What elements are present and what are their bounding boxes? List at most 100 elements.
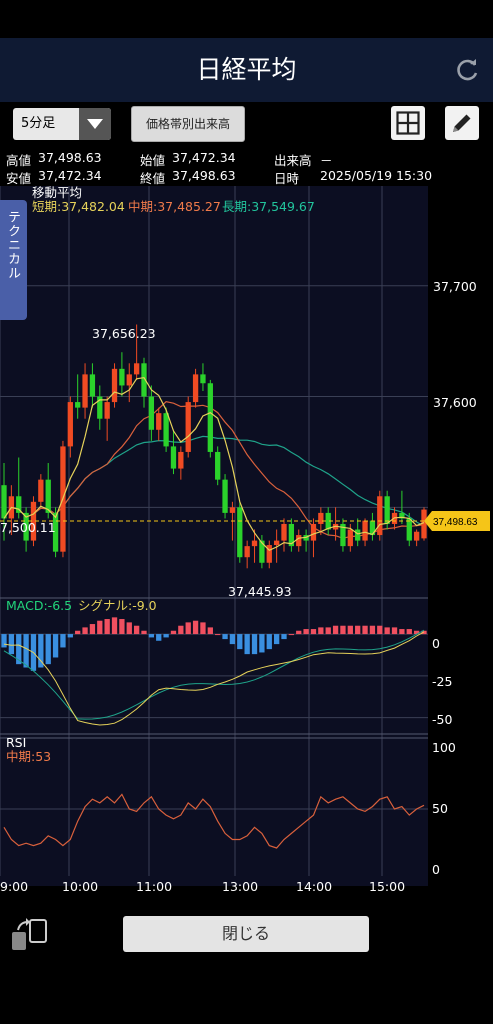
x-tick: 14:00 (296, 879, 332, 894)
macd-bar (273, 634, 280, 645)
macd-bar (259, 634, 265, 653)
macd-bar (207, 627, 213, 635)
technical-side-tab[interactable]: テクニカル (0, 200, 27, 320)
macd-label: MACD:-6.5 (6, 598, 72, 613)
candle-body (141, 363, 147, 397)
macd-bar (60, 634, 66, 648)
candle-body (362, 520, 368, 541)
candle-body (16, 496, 22, 513)
macd-bar (399, 629, 405, 635)
macd-bar (111, 617, 118, 635)
status-bar (0, 0, 493, 38)
datetime-label: 日時 (274, 171, 300, 186)
macd-bar (318, 627, 324, 635)
y-tick: 37,600 (433, 395, 477, 410)
candle-body (170, 446, 177, 469)
high-label: 高値 (6, 153, 32, 168)
low-marker-label: 37,445.93 (228, 584, 292, 599)
macd-bar (369, 625, 376, 635)
low-value: 37,472.34 (38, 168, 102, 183)
ma-short-path (3, 377, 425, 552)
macd-lines (3, 629, 425, 726)
macd-bar (266, 634, 272, 650)
candle-body (229, 507, 236, 513)
title-bar: 日経平均 (0, 38, 493, 102)
interval-select[interactable]: 5分足 (13, 108, 111, 140)
candle-body (281, 523, 287, 541)
macd-bar (192, 620, 199, 635)
ohlc-panel: 高値 37,498.63 始値 37,472.34 出来高 － 安値 37,47… (0, 146, 493, 186)
close-button[interactable]: 閉じる (123, 916, 369, 952)
macd-y-tick: -25 (432, 674, 452, 689)
macd-bar (104, 619, 110, 635)
candle-body (52, 512, 59, 552)
candle-body (148, 396, 155, 430)
macd-bar (1, 634, 7, 648)
candle-body (119, 368, 125, 386)
macd-bar (45, 634, 51, 665)
macd-bar (347, 625, 353, 635)
macd-bar (303, 629, 309, 635)
macd-bar (384, 627, 390, 635)
macd-bar (281, 634, 287, 640)
macd-bar (75, 630, 81, 635)
macd-bar (377, 625, 383, 635)
macd-bar (288, 634, 295, 636)
candle-body (200, 374, 206, 384)
ma-long-label: 長期:37,549.67 (222, 199, 315, 214)
volume-label: 出来高 (274, 153, 312, 168)
ma-short-line (3, 377, 425, 552)
macd-bar (38, 634, 44, 668)
rotate-screen-icon[interactable] (10, 918, 48, 952)
candle-body (377, 496, 383, 536)
rsi-title: RSI (6, 735, 26, 750)
ma-mid-line (3, 401, 425, 539)
macd-bar (97, 620, 103, 635)
low-label: 安値 (6, 171, 32, 186)
candle-body (185, 402, 191, 452)
rsi-mid-label: 中期:53 (6, 749, 51, 764)
macd-bar (16, 634, 22, 665)
macd-y-tick: 0 (432, 636, 440, 651)
macd-bar (119, 619, 125, 635)
grid-icon[interactable] (391, 106, 425, 140)
candle-body (97, 396, 103, 419)
page-title: 日経平均 (196, 55, 297, 84)
candle-body (192, 374, 199, 403)
volume-value: － (320, 153, 333, 168)
macd-bar (362, 625, 368, 635)
price-chart[interactable]: 37,498.63 移動平均 短期:37,482.04 中期:37,485.27… (0, 186, 493, 902)
candle-body (215, 451, 221, 480)
volume-profile-button[interactable]: 価格帯別出来高 (131, 106, 245, 142)
chart-area[interactable]: 37,498.63 移動平均 短期:37,482.04 中期:37,485.27… (0, 186, 493, 902)
candle-body (133, 363, 140, 375)
candle-body (310, 523, 317, 541)
candle-body (75, 402, 81, 408)
high-value: 37,498.63 (38, 150, 102, 165)
macd-bar (413, 630, 420, 635)
rsi-line (3, 793, 425, 849)
macd-y-tick: -50 (432, 712, 452, 727)
chevron-down-icon[interactable] (79, 108, 111, 140)
current-price-tag: 37,498.63 (424, 511, 490, 531)
y-tick: 37,700 (433, 279, 477, 294)
current-price-value: 37,498.63 (433, 517, 478, 528)
macd-bar (148, 634, 155, 638)
macd-bar (89, 624, 96, 635)
macd-bar (133, 625, 140, 635)
candle-body (156, 413, 162, 430)
signal-line (3, 631, 425, 726)
macd-bar (406, 629, 412, 635)
macd-bar (325, 627, 331, 635)
macd-bar (178, 625, 184, 635)
pencil-icon[interactable] (445, 106, 479, 140)
macd-bar (52, 634, 59, 658)
macd-bar (82, 627, 88, 635)
macd-bar (200, 622, 206, 635)
candlestick-series (1, 324, 427, 569)
refresh-icon[interactable] (453, 56, 481, 84)
candle-body (273, 540, 280, 546)
macd-bar (310, 629, 317, 635)
rsi-y-tick: 100 (432, 740, 456, 755)
candle-body (421, 509, 427, 539)
